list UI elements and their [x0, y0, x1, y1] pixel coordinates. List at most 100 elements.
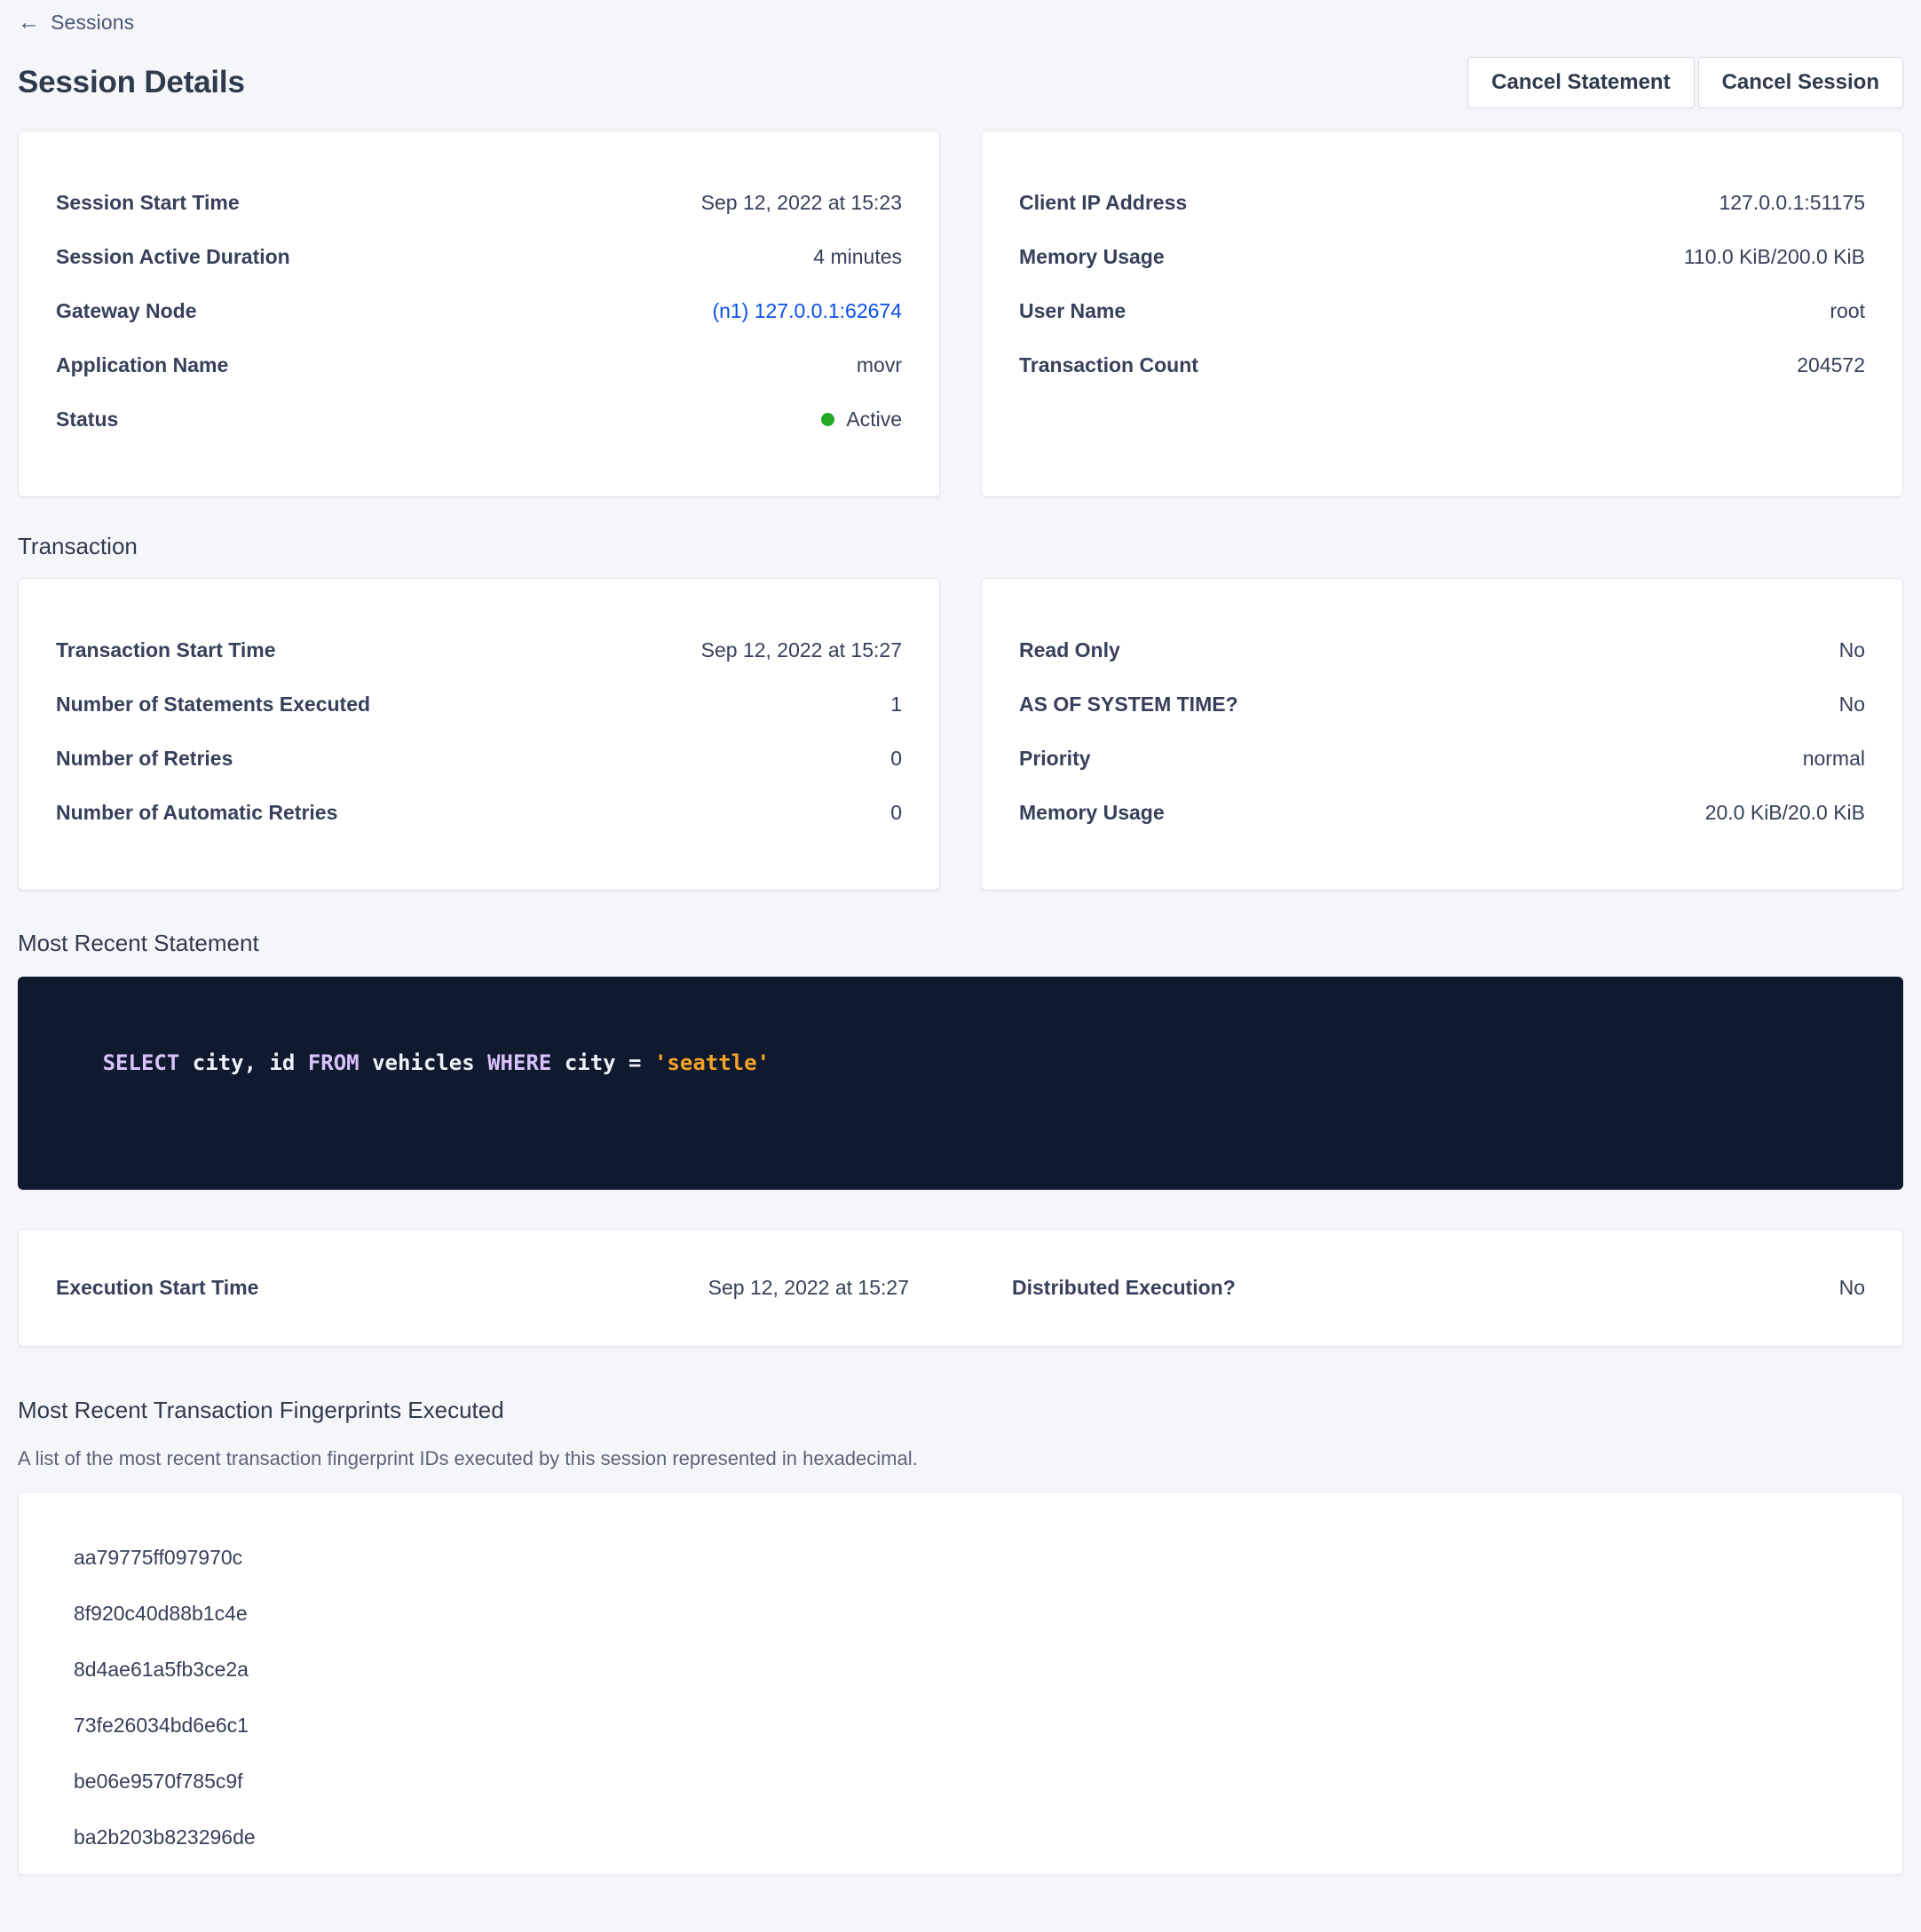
- kv-value: 20.0 KiB/20.0 KiB: [1704, 801, 1865, 824]
- kv-distributed-execution: Distributed Execution? No: [960, 1276, 1865, 1300]
- kv-value: 4 minutes: [813, 245, 902, 268]
- kv-transaction-memory-usage: Memory Usage 20.0 KiB/20.0 KiB: [1019, 786, 1865, 840]
- breadcrumb-back-sessions[interactable]: ← Sessions: [18, 0, 134, 35]
- kv-transaction-count: Transaction Count 204572: [1019, 338, 1865, 392]
- sql-token-kw: WHERE: [487, 1049, 552, 1075]
- header-actions: Cancel Statement Cancel Session: [1467, 57, 1903, 108]
- kv-label: Memory Usage: [1019, 245, 1165, 268]
- kv-value: Sep 12, 2022 at 15:27: [708, 1275, 909, 1299]
- kv-memory-usage: Memory Usage 110.0 KiB/200.0 KiB: [1019, 230, 1865, 284]
- kv-priority: Priority normal: [1019, 732, 1865, 786]
- kv-read-only: Read Only No: [1019, 623, 1865, 677]
- fingerprint-list-item[interactable]: 8f920c40d88b1c4e: [74, 1601, 248, 1625]
- kv-label: Session Active Duration: [56, 245, 290, 268]
- kv-label: Transaction Start Time: [56, 638, 276, 661]
- kv-label: Gateway Node: [56, 299, 197, 322]
- fingerprints-heading: Most Recent Transaction Fingerprints Exe…: [18, 1396, 504, 1423]
- arrow-left-icon: ←: [18, 10, 41, 35]
- fingerprint-list-item[interactable]: 8d4ae61a5fb3ce2a: [74, 1657, 249, 1681]
- kv-value: root: [1830, 299, 1865, 322]
- sql-token-op: =: [615, 1049, 654, 1075]
- sql-token-sp: [295, 1050, 307, 1075]
- session-right-card: Client IP Address 127.0.0.1:51175 Memory…: [981, 131, 1903, 497]
- fingerprints-list: aa79775ff097970c 8f920c40d88b1c4e 8d4ae61a…: [19, 1530, 1902, 1865]
- kv-value: 204572: [1797, 353, 1865, 376]
- sql-statement-code: SELECT city, id FROM vehicles WHERE city…: [103, 1050, 770, 1075]
- kv-user-name: User Name root: [1019, 284, 1865, 338]
- fingerprint-list-item[interactable]: 73fe26034bd6e6c1: [74, 1713, 249, 1737]
- sql-token-sp: [551, 1050, 564, 1075]
- kv-label: Priority: [1019, 747, 1091, 770]
- sql-token-kw: SELECT: [102, 1049, 180, 1075]
- kv-label: Number of Automatic Retries: [56, 801, 338, 824]
- kv-label: Read Only: [1019, 638, 1120, 661]
- kv-label: Client IP Address: [1019, 191, 1188, 214]
- kv-number-of-retries: Number of Retries 0: [56, 732, 902, 786]
- sql-token-id: city, id: [192, 1049, 296, 1075]
- status-badge: Active: [821, 408, 902, 432]
- execution-card: Execution Start Time Sep 12, 2022 at 15:…: [18, 1228, 1903, 1347]
- kv-value: normal: [1802, 747, 1865, 770]
- kv-gateway-node: Gateway Node (n1) 127.0.0.1:62674: [56, 284, 902, 338]
- kv-session-start-time: Session Start Time Sep 12, 2022 at 15:23: [56, 176, 902, 230]
- sql-token-kw: FROM: [307, 1049, 360, 1075]
- kv-label: Distributed Execution?: [1012, 1275, 1236, 1299]
- kv-label: Session Start Time: [56, 191, 240, 214]
- fingerprints-description: A list of the most recent transaction fi…: [18, 1446, 918, 1469]
- transaction-left-card: Transaction Start Time Sep 12, 2022 at 1…: [18, 578, 940, 891]
- status-label: Active: [846, 408, 902, 431]
- kv-value: Sep 12, 2022 at 15:27: [700, 638, 902, 661]
- kv-value: No: [1838, 638, 1865, 661]
- kv-value: 1: [890, 693, 902, 716]
- sql-token-str: 'seattle': [653, 1049, 771, 1075]
- kv-value: No: [1838, 693, 1865, 716]
- kv-client-ip-address: Client IP Address 127.0.0.1:51175: [1019, 176, 1865, 230]
- session-overview-row: Session Start Time Sep 12, 2022 at 15:23…: [18, 131, 1903, 497]
- kv-label: Transaction Count: [1019, 353, 1198, 376]
- kv-label: Number of Retries: [56, 747, 233, 770]
- kv-label: Memory Usage: [1019, 801, 1165, 824]
- kv-value: 0: [890, 747, 902, 770]
- kv-value: 0: [890, 801, 902, 824]
- cancel-session-button[interactable]: Cancel Session: [1697, 57, 1903, 108]
- cancel-statement-button[interactable]: Cancel Statement: [1467, 57, 1695, 108]
- kv-value: 110.0 KiB/200.0 KiB: [1683, 245, 1865, 268]
- sql-token-sp: [360, 1050, 372, 1075]
- kv-label: AS OF SYSTEM TIME?: [1019, 693, 1238, 716]
- kv-transaction-start-time: Transaction Start Time Sep 12, 2022 at 1…: [56, 623, 902, 677]
- sql-statement-block[interactable]: SELECT city, id FROM vehicles WHERE city…: [18, 977, 1903, 1190]
- kv-number-of-statements-executed: Number of Statements Executed 1: [56, 677, 902, 732]
- status-dot-icon: [821, 413, 835, 426]
- kv-label: Execution Start Time: [56, 1275, 259, 1299]
- sql-token-sp: [179, 1050, 192, 1075]
- sql-token-sp: [475, 1050, 487, 1075]
- kv-label: Number of Statements Executed: [56, 693, 371, 716]
- kv-label: Status: [56, 408, 119, 431]
- breadcrumb-label: Sessions: [51, 11, 135, 34]
- kv-application-name: Application Name movr: [56, 338, 902, 392]
- transaction-row: Transaction Start Time Sep 12, 2022 at 1…: [18, 578, 1903, 891]
- fingerprint-list-item[interactable]: aa79775ff097970c: [74, 1545, 243, 1569]
- most-recent-statement-heading: Most Recent Statement: [18, 930, 259, 956]
- sql-token-id: city: [564, 1049, 616, 1075]
- fingerprint-list-item[interactable]: ba2b203b823296de: [74, 1825, 256, 1849]
- fingerprint-list-item[interactable]: be06e9570f785c9f: [74, 1769, 243, 1793]
- kv-status: Status Active: [56, 392, 902, 447]
- gateway-node-link[interactable]: (n1) 127.0.0.1:62674: [712, 299, 902, 322]
- sql-token-id: vehicles: [372, 1049, 475, 1075]
- kv-number-of-automatic-retries: Number of Automatic Retries 0: [56, 786, 902, 840]
- kv-as-of-system-time: AS OF SYSTEM TIME? No: [1019, 677, 1865, 732]
- transaction-section-heading: Transaction: [18, 533, 138, 559]
- kv-execution-start-time: Execution Start Time Sep 12, 2022 at 15:…: [56, 1276, 960, 1300]
- kv-value: Sep 12, 2022 at 15:23: [700, 191, 902, 214]
- fingerprints-card: aa79775ff097970c 8f920c40d88b1c4e 8d4ae61a…: [18, 1491, 1903, 1875]
- page-title: Session Details: [18, 65, 245, 99]
- kv-label: User Name: [1019, 299, 1127, 322]
- kv-session-active-duration: Session Active Duration 4 minutes: [56, 230, 902, 284]
- kv-label: Application Name: [56, 353, 229, 376]
- session-left-card: Session Start Time Sep 12, 2022 at 15:23…: [18, 131, 940, 497]
- kv-value: movr: [856, 353, 902, 376]
- kv-value: 127.0.0.1:51175: [1719, 191, 1865, 214]
- transaction-right-card: Read Only No AS OF SYSTEM TIME? No Prior…: [981, 578, 1903, 891]
